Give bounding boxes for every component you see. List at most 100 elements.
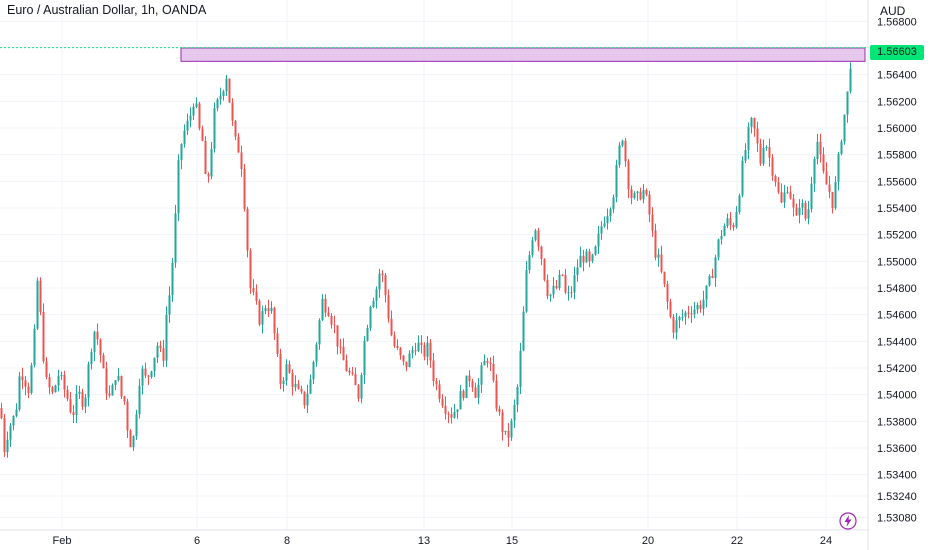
- candle-body: [486, 360, 489, 363]
- candle-body: [384, 275, 387, 296]
- candle-body: [600, 226, 603, 234]
- candle-body: [771, 157, 774, 176]
- candle-body: [564, 274, 567, 293]
- time-tick-label: 20: [642, 535, 654, 547]
- candle-body: [261, 311, 264, 325]
- candle-body: [780, 192, 783, 203]
- candle-body: [531, 240, 534, 256]
- candle-body: [582, 255, 585, 263]
- candle-body: [63, 374, 66, 390]
- candle-body: [522, 311, 525, 351]
- candle-body: [450, 414, 453, 418]
- candle-body: [399, 347, 402, 356]
- candle-body: [435, 381, 438, 385]
- candle-body: [657, 254, 660, 258]
- candle-body: [267, 308, 270, 312]
- candle-body: [651, 214, 654, 231]
- candle-body: [621, 140, 624, 146]
- candle-body: [42, 311, 45, 362]
- candle-body: [9, 425, 12, 440]
- candle-body: [297, 383, 300, 389]
- candle-body: [723, 225, 726, 236]
- candle-body: [231, 102, 234, 121]
- candle-body: [120, 376, 123, 397]
- candle-body: [219, 95, 222, 100]
- resistance-zone-rect: [180, 47, 866, 62]
- candle-body: [546, 279, 549, 297]
- price-tick-label: 1.55200: [877, 230, 917, 242]
- candle-body: [786, 192, 789, 194]
- candle-body: [828, 184, 831, 192]
- candle-body: [822, 154, 825, 172]
- candle-body: [123, 396, 126, 402]
- candle-body: [225, 78, 228, 92]
- candle-body: [99, 339, 102, 356]
- candle-body: [186, 120, 189, 131]
- candle-body: [18, 376, 21, 410]
- candle-body: [294, 383, 297, 388]
- candle-body: [591, 254, 594, 262]
- time-axis: Feb 6 8 13 15 20 22 24: [53, 535, 833, 547]
- candle-body: [681, 316, 684, 318]
- candle-body: [105, 368, 108, 394]
- price-tick-label: 1.55600: [877, 176, 917, 188]
- candle-body: [111, 384, 114, 396]
- candle-body: [555, 285, 558, 288]
- candle-body: [453, 411, 456, 418]
- candle-body: [675, 320, 678, 333]
- candle-body: [768, 147, 771, 158]
- candle-body: [24, 380, 27, 387]
- candle-body: [630, 189, 633, 199]
- candle-body: [30, 365, 33, 393]
- candle-body: [336, 325, 339, 347]
- candle-body: [480, 365, 483, 385]
- candle-body: [348, 371, 351, 373]
- candle-body: [291, 372, 294, 388]
- candle-body: [171, 262, 174, 296]
- candle-body: [363, 340, 366, 376]
- price-tick-label: 1.55400: [877, 203, 917, 215]
- candle-body: [846, 91, 849, 115]
- candle-body: [60, 374, 63, 377]
- candle-body: [819, 141, 822, 155]
- candle-body: [234, 120, 237, 137]
- candle-body: [360, 375, 363, 399]
- candle-body: [552, 285, 555, 295]
- currency-label: AUD: [880, 4, 906, 18]
- lightning-icon[interactable]: [839, 512, 857, 530]
- price-tick-label: 1.54400: [877, 336, 917, 348]
- candle-body: [78, 391, 81, 394]
- candle-body: [15, 409, 18, 416]
- candle-body: [198, 103, 201, 129]
- price-tick-label: 1.56400: [877, 70, 917, 82]
- candle-body: [597, 233, 600, 247]
- candle-body: [477, 384, 480, 398]
- candle-body: [423, 344, 426, 357]
- candle-body: [48, 377, 51, 388]
- candle-body: [465, 375, 468, 398]
- candle-body: [639, 191, 642, 200]
- candle-body: [69, 398, 72, 413]
- candle-body: [174, 213, 177, 263]
- candle-body: [162, 348, 165, 361]
- candle-body: [390, 318, 393, 336]
- candle-body: [609, 209, 612, 217]
- candle-body: [72, 412, 75, 416]
- candle-body: [462, 390, 465, 398]
- candle-body: [282, 380, 285, 384]
- price-tick-label: 1.56200: [877, 96, 917, 108]
- candle-body: [516, 387, 519, 405]
- candle-body: [258, 300, 261, 325]
- candle-body: [75, 393, 78, 416]
- candle-body: [762, 147, 765, 164]
- candle-body: [750, 118, 753, 127]
- candle-body: [93, 331, 96, 352]
- price-tick-label: 1.54800: [877, 283, 917, 295]
- candle-body: [534, 230, 537, 241]
- candle-body: [372, 300, 375, 308]
- candle-body: [141, 368, 144, 386]
- candle-body: [414, 350, 417, 352]
- candle-body: [201, 128, 204, 141]
- candle-body: [498, 408, 501, 413]
- candle-body: [243, 168, 246, 209]
